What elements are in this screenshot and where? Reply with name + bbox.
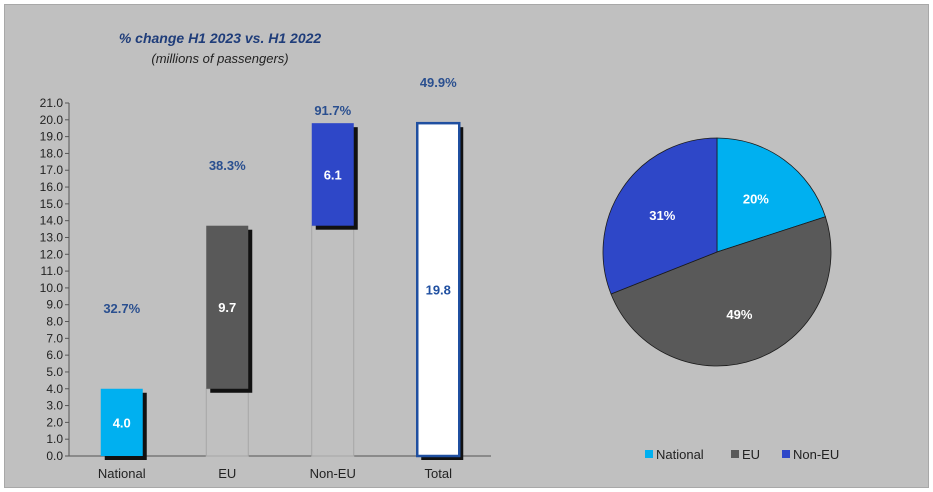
- y-tick-label: 21.0: [40, 96, 64, 110]
- legend-swatch: [782, 450, 790, 458]
- y-tick-label: 0.0: [46, 449, 63, 463]
- legend-label: EU: [742, 447, 760, 462]
- pie-slice-label: 20%: [743, 192, 769, 207]
- pie-slice-non-eu: [602, 137, 718, 295]
- y-tick-label: 7.0: [46, 331, 63, 345]
- pct-change-label: 32.7%: [103, 301, 140, 316]
- y-tick-label: 11.0: [41, 264, 64, 278]
- bar-connector: [311, 225, 355, 457]
- chart-svg: % change H1 2023 vs. H1 2022 (millions o…: [40, 30, 840, 481]
- y-tick-label: 15.0: [40, 197, 64, 211]
- y-tick-label: 6.0: [46, 348, 63, 362]
- pie-slice-national: [716, 137, 826, 253]
- category-label: EU: [218, 466, 236, 481]
- y-tick-label: 19.0: [40, 130, 64, 144]
- y-tick-label: 12.0: [40, 247, 64, 261]
- chart-panel: % change H1 2023 vs. H1 2022 (millions o…: [4, 4, 929, 488]
- y-tick-label: 5.0: [46, 365, 63, 379]
- y-tick-label: 14.0: [40, 214, 64, 228]
- bar-value-label: 6.1: [324, 167, 342, 182]
- y-tick-label: 3.0: [46, 399, 63, 413]
- bar-chart-title: % change H1 2023 vs. H1 2022: [119, 30, 322, 46]
- bar-non-eu: [311, 123, 354, 226]
- y-tick-label: 4.0: [46, 382, 63, 396]
- legend-swatch: [731, 450, 739, 458]
- bar-eu: [206, 225, 249, 389]
- y-tick-label: 10.0: [40, 281, 64, 295]
- pie-slice-label: 31%: [649, 208, 675, 223]
- bar-value-label: 9.7: [218, 300, 236, 315]
- category-label: National: [98, 466, 146, 481]
- y-tick-label: 17.0: [40, 163, 64, 177]
- y-tick-label: 18.0: [40, 146, 64, 160]
- bar-value-label: 19.8: [426, 283, 451, 298]
- bar-chart-subtitle: (millions of passengers): [151, 51, 288, 66]
- bar-chart: 0.0 1.0 2.0 3.0 4.0 5.0 6.0 7.0 8.0 9.0 10.0 11.0 12…: [40, 75, 491, 481]
- pie-chart: 20% 49% 31% National EU Non-EU: [602, 137, 839, 462]
- pie-slice-eu: [610, 216, 832, 367]
- bar-national: [100, 388, 143, 456]
- pct-change-label: 49.9%: [420, 75, 457, 90]
- bar-connector: [205, 388, 249, 457]
- legend-label: Non-EU: [793, 447, 839, 462]
- y-tick-label: 20.0: [40, 113, 64, 127]
- legend-label: National: [656, 447, 704, 462]
- y-tick-label: 8.0: [46, 315, 63, 329]
- y-tick-label: 13.0: [40, 230, 64, 244]
- y-tick-label: 16.0: [40, 180, 64, 194]
- category-label: Non-EU: [310, 466, 356, 481]
- y-tick-label: 2.0: [46, 415, 63, 429]
- y-tick-label: 1.0: [46, 432, 63, 446]
- y-tick-label: 9.0: [46, 298, 63, 312]
- pie-slice-label: 49%: [726, 307, 752, 322]
- category-label: Total: [425, 466, 453, 481]
- bar-value-label: 4.0: [113, 415, 131, 430]
- legend-swatch: [645, 450, 653, 458]
- pct-change-label: 38.3%: [209, 158, 246, 173]
- bar-total: [416, 121, 461, 458]
- pct-change-label: 91.7%: [314, 103, 351, 118]
